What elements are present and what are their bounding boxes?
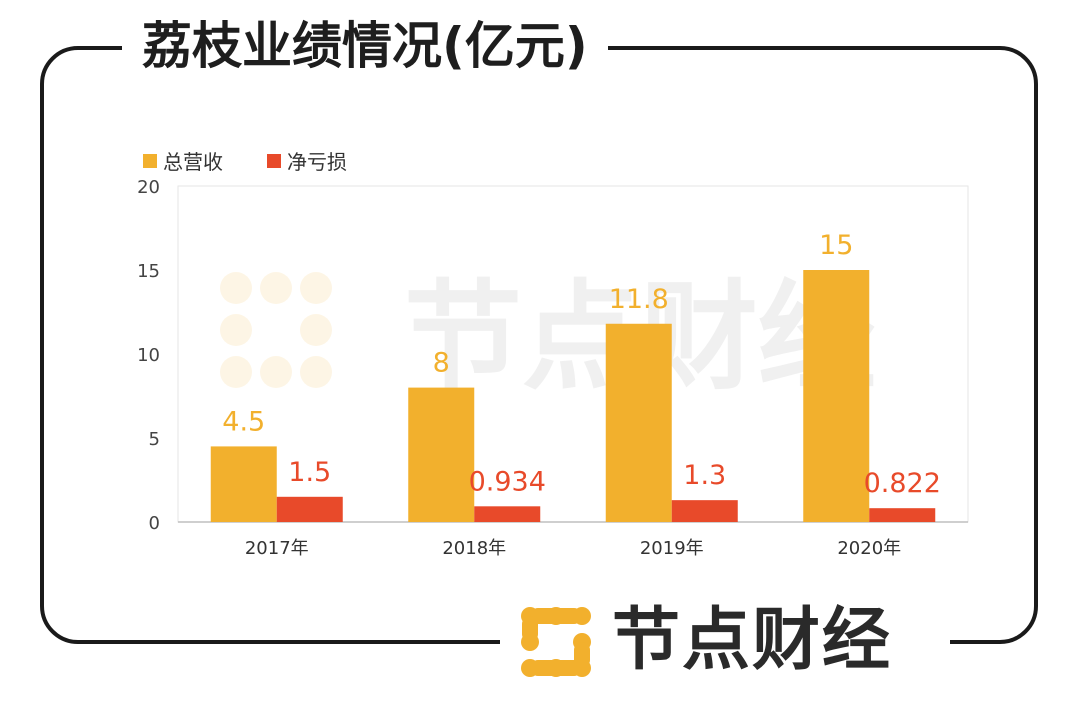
data-label-revenue-2: 11.8 xyxy=(609,284,669,315)
bar-loss-1 xyxy=(474,506,541,522)
bar-revenue-2 xyxy=(605,323,672,522)
bar-revenue-0 xyxy=(210,446,277,522)
watermark-icon-dot-3 xyxy=(220,314,252,346)
bar-revenue-3 xyxy=(803,270,870,522)
legend-swatch-revenue xyxy=(143,153,157,168)
legend: 总营收 净亏损 xyxy=(143,146,347,175)
bar-revenue-1 xyxy=(408,387,475,522)
data-label-loss-2: 1.3 xyxy=(683,460,726,491)
legend-label-revenue: 总营收 xyxy=(163,150,223,174)
x-tick-label-1: 2018年 xyxy=(442,538,506,559)
legend-item-loss: 净亏损 xyxy=(267,146,347,175)
y-tick-label-3: 15 xyxy=(137,261,160,282)
data-label-revenue-0: 4.5 xyxy=(222,406,265,437)
data-label-loss-1: 0.934 xyxy=(469,466,546,497)
legend-label-loss: 净亏损 xyxy=(287,150,347,174)
data-label-loss-0: 1.5 xyxy=(288,457,331,488)
data-label-revenue-3: 15 xyxy=(819,230,853,261)
data-label-loss-3: 0.822 xyxy=(864,468,941,499)
watermark-icon-dot-6 xyxy=(260,356,292,388)
watermark-icon-dot-7 xyxy=(300,356,332,388)
x-tick-label-3: 2020年 xyxy=(837,538,901,559)
chart-title: 荔枝业绩情况(亿元) xyxy=(122,14,608,78)
bar-loss-3 xyxy=(869,508,936,522)
legend-swatch-loss xyxy=(267,153,281,168)
y-tick-label-2: 10 xyxy=(137,345,160,366)
watermark-icon-dot-0 xyxy=(220,272,252,304)
bar-loss-2 xyxy=(671,500,738,522)
brand-logo-icon xyxy=(521,607,591,677)
y-tick-label-4: 20 xyxy=(137,177,160,198)
watermark-icon-dot-2 xyxy=(300,272,332,304)
data-label-revenue-1: 8 xyxy=(433,348,450,379)
watermark-icon-dot-4 xyxy=(300,314,332,346)
legend-item-revenue: 总营收 xyxy=(143,146,223,175)
x-tick-label-2: 2019年 xyxy=(640,538,704,559)
brand-name: 节点财经 xyxy=(612,601,893,680)
bar-loss-0 xyxy=(276,496,343,522)
y-tick-label-0: 0 xyxy=(149,513,160,534)
watermark-icon-dot-5 xyxy=(220,356,252,388)
y-tick-label-1: 5 xyxy=(149,429,160,450)
watermark-icon-dot-1 xyxy=(260,272,292,304)
x-tick-label-0: 2017年 xyxy=(245,538,309,559)
